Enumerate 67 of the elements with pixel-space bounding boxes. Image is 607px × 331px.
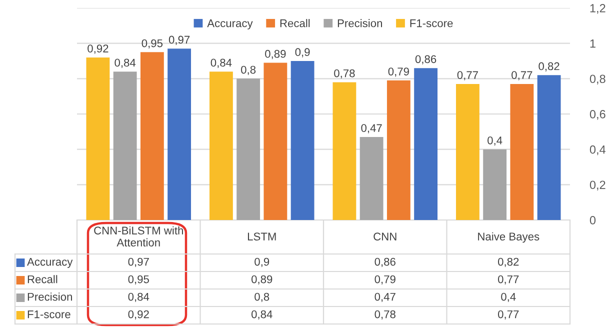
data-label: 0,79 [374,275,396,285]
y-tick-label: 1,2 [590,4,606,14]
y-tick-label: 0,2 [590,180,606,190]
data-label: 0,9 [254,258,270,268]
text: 0,79 [388,68,409,77]
data-label: 0,89 [251,275,272,285]
bar [290,61,314,220]
data-label: 0,95 [128,275,149,285]
text: 0,89 [265,50,286,60]
text: 0,4 [488,136,502,146]
y-tick-label: 0 [590,216,596,224]
x-tick-label: CNN-BiLSTM with Attention [94,226,183,246]
data-label: 0,84 [251,310,272,320]
bar [140,52,164,220]
text: 0,8 [241,66,256,76]
text: 0,82 [538,62,560,72]
bar [483,149,507,220]
y-tick-label: 0,4 [590,145,606,156]
bar [510,84,534,220]
bar [414,68,438,220]
data-label: 0,82 [498,258,519,268]
text: 0,86 [415,55,436,64]
bar [456,84,480,220]
legend-label: Recall [280,19,310,28]
text: 0,77 [457,71,478,80]
text: 0,77 [512,71,532,80]
text: 0,95 [142,39,163,49]
data-label: 0,4 [501,292,516,302]
text: 0,84 [210,58,232,68]
text: Accuracy [27,258,73,268]
data-label: 0,97 [128,258,149,268]
y-tick-label: 1 [590,39,596,48]
bar [209,72,233,220]
text: 0,92 [88,44,108,54]
x-tick-label: LSTM [248,232,276,240]
bar [236,78,260,220]
bar [332,82,356,220]
text: 0,84 [114,58,136,68]
text: 0,78 [334,69,355,79]
text: Precision [28,292,72,301]
data-label: 0,77 [498,310,519,320]
text: F1-score [28,310,70,318]
bar [86,57,110,220]
data-label: 0,77 [498,275,519,285]
data-label: 0,47 [374,292,396,302]
data-label: 0,86 [374,258,396,268]
data-label: 0,92 [128,310,149,320]
legend-label: Precision [338,19,382,28]
bar [168,48,192,220]
data-label: 0,8 [254,292,270,302]
legend-label: Accuracy [207,19,253,30]
x-tick-label: CNN [374,232,396,240]
data-label: 0,78 [374,310,396,320]
bar [537,75,561,220]
y-tick-label: 0,8 [590,74,606,84]
text: 0,9 [295,48,310,58]
bar [264,62,288,220]
x-tick-label: Naive Bayes [478,232,540,243]
text: 0,47 [361,124,382,134]
bar [360,136,384,220]
legend-label: F1-score [410,19,453,28]
text: 0,97 [168,36,190,45]
bar [386,80,410,220]
y-tick-label: 0,6 [590,110,606,120]
text: Recall [28,275,58,284]
bar [113,72,137,220]
data-label: 0,84 [128,292,150,302]
